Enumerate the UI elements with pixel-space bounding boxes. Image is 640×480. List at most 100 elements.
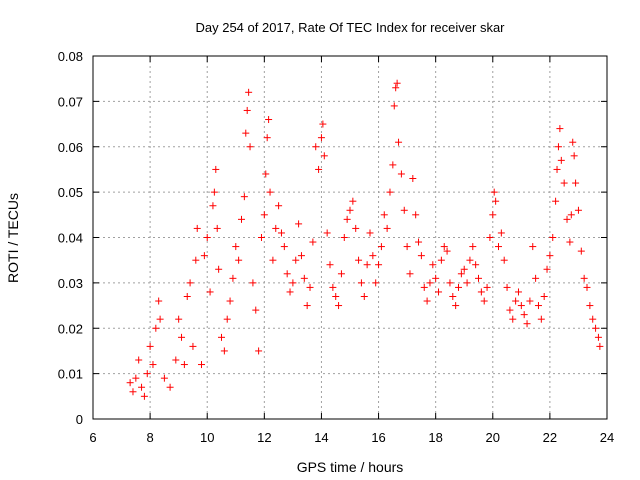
- data-point: [275, 202, 283, 210]
- data-point: [423, 297, 431, 305]
- data-point: [426, 279, 434, 287]
- y-tick-label: 0.05: [58, 185, 83, 200]
- data-point: [583, 283, 591, 291]
- data-point: [326, 261, 334, 269]
- data-point: [266, 188, 274, 196]
- data-point: [592, 324, 600, 332]
- data-point: [553, 165, 561, 173]
- data-point: [255, 347, 263, 355]
- data-point: [437, 256, 445, 264]
- data-point: [440, 243, 448, 251]
- data-point: [262, 170, 270, 178]
- data-point: [183, 292, 191, 300]
- data-point: [400, 206, 408, 214]
- data-point: [570, 152, 578, 160]
- data-point: [483, 283, 491, 291]
- data-point: [514, 288, 522, 296]
- data-point: [574, 206, 582, 214]
- data-point: [409, 175, 417, 183]
- x-tick-label: 18: [428, 430, 442, 445]
- data-point: [263, 134, 271, 142]
- x-tick-label: 6: [89, 430, 96, 445]
- data-point: [540, 292, 548, 300]
- data-point: [335, 302, 343, 310]
- data-point: [143, 370, 151, 378]
- data-point: [512, 297, 520, 305]
- data-point: [289, 279, 297, 287]
- data-point: [223, 315, 231, 323]
- data-point: [435, 288, 443, 296]
- data-point: [235, 256, 243, 264]
- data-point: [432, 274, 440, 282]
- data-point: [469, 243, 477, 251]
- data-point: [332, 292, 340, 300]
- x-tick-label: 20: [486, 430, 500, 445]
- data-point: [323, 229, 331, 237]
- x-tick-label: 24: [600, 430, 614, 445]
- y-tick-label: 0.03: [58, 276, 83, 291]
- data-point: [215, 265, 223, 273]
- data-point: [357, 279, 365, 287]
- data-point: [452, 302, 460, 310]
- data-point: [319, 120, 327, 128]
- data-point: [375, 261, 383, 269]
- data-point: [257, 234, 265, 241]
- data-point: [218, 333, 225, 341]
- data-point: [363, 261, 371, 269]
- data-point: [286, 288, 294, 296]
- data-point: [429, 261, 437, 269]
- data-point: [152, 324, 160, 332]
- data-point: [240, 193, 248, 201]
- data-point: [297, 252, 305, 260]
- data-point: [517, 302, 525, 310]
- data-point: [480, 297, 488, 305]
- data-point: [534, 302, 542, 310]
- data-point: [460, 265, 468, 273]
- x-tick-label: 14: [314, 430, 328, 445]
- data-point: [232, 243, 240, 251]
- data-point: [526, 297, 534, 305]
- data-point: [490, 188, 498, 196]
- data-point: [449, 292, 457, 300]
- data-point: [292, 256, 300, 264]
- data-point: [193, 224, 201, 232]
- data-point: [138, 383, 146, 391]
- data-point: [552, 197, 560, 205]
- data-point: [497, 229, 505, 237]
- data-point: [589, 315, 597, 323]
- data-point: [172, 356, 180, 364]
- data-point: [360, 292, 368, 300]
- data-point: [369, 252, 377, 260]
- data-point: [212, 165, 220, 173]
- data-point: [343, 215, 351, 223]
- data-point: [126, 379, 134, 387]
- data-point: [489, 211, 497, 219]
- data-point: [349, 197, 357, 205]
- data-point: [393, 79, 401, 87]
- data-point: [146, 342, 154, 350]
- data-point: [203, 234, 211, 241]
- data-point: [206, 288, 214, 296]
- data-point: [198, 361, 206, 369]
- data-point: [537, 315, 545, 323]
- data-point: [566, 238, 574, 246]
- data-point: [577, 247, 585, 255]
- data-point: [380, 211, 388, 219]
- data-point: [213, 224, 221, 232]
- data-point: [315, 165, 323, 173]
- data-point: [260, 211, 268, 219]
- data-point: [337, 270, 345, 278]
- x-tick-label: 8: [146, 430, 153, 445]
- data-point: [129, 388, 137, 396]
- x-tick-label: 22: [543, 430, 557, 445]
- data-point: [520, 311, 528, 319]
- data-point: [596, 342, 604, 350]
- data-point: [269, 256, 277, 264]
- data-point: [303, 302, 311, 310]
- data-point: [346, 206, 354, 214]
- data-point: [503, 283, 511, 291]
- data-point: [317, 134, 325, 142]
- data-point: [492, 197, 500, 205]
- data-point: [229, 274, 237, 282]
